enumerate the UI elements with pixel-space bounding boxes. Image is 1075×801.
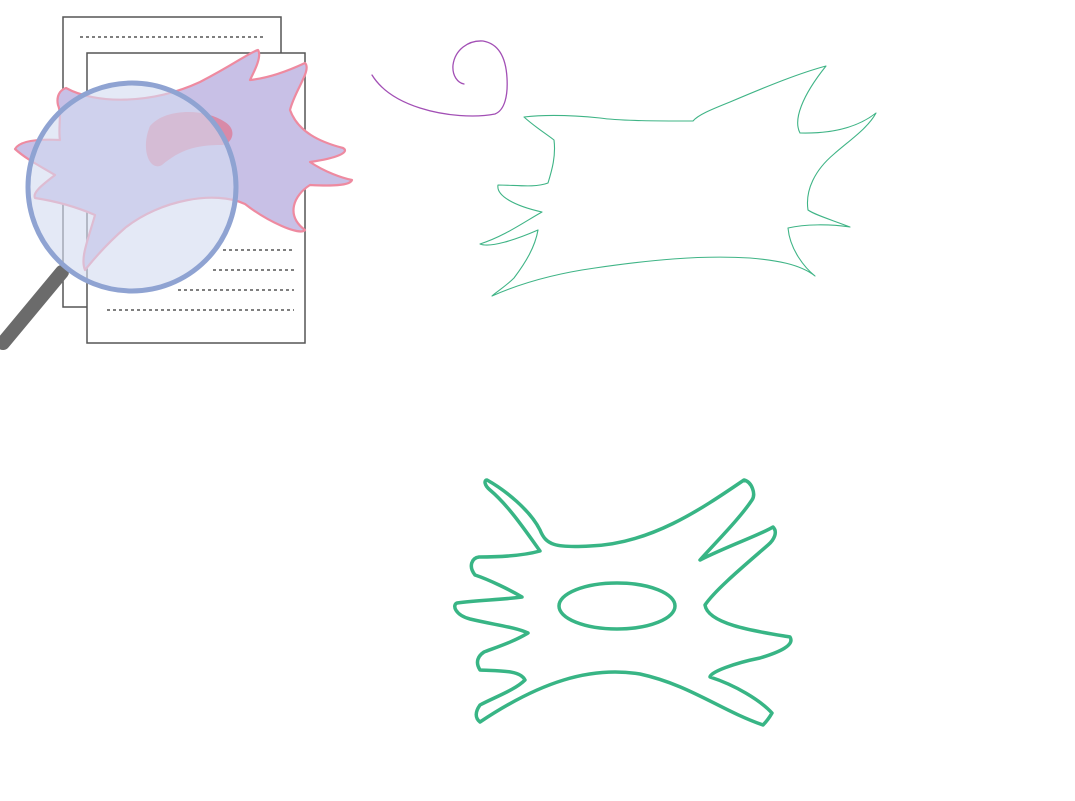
thin-cell-outline-stroke [479,65,877,297]
magnifying-glass-handle [0,265,69,350]
magnifier-lens [25,80,239,294]
thick-cell-nucleus-stroke [557,581,677,631]
thick-cell-outline [453,478,793,727]
purple-squiggle-stroke [371,40,508,117]
thick-cell-membrane-stroke [453,478,793,727]
document-magnifier-illustration [0,16,354,350]
magnifying-glass-icon [25,80,239,294]
